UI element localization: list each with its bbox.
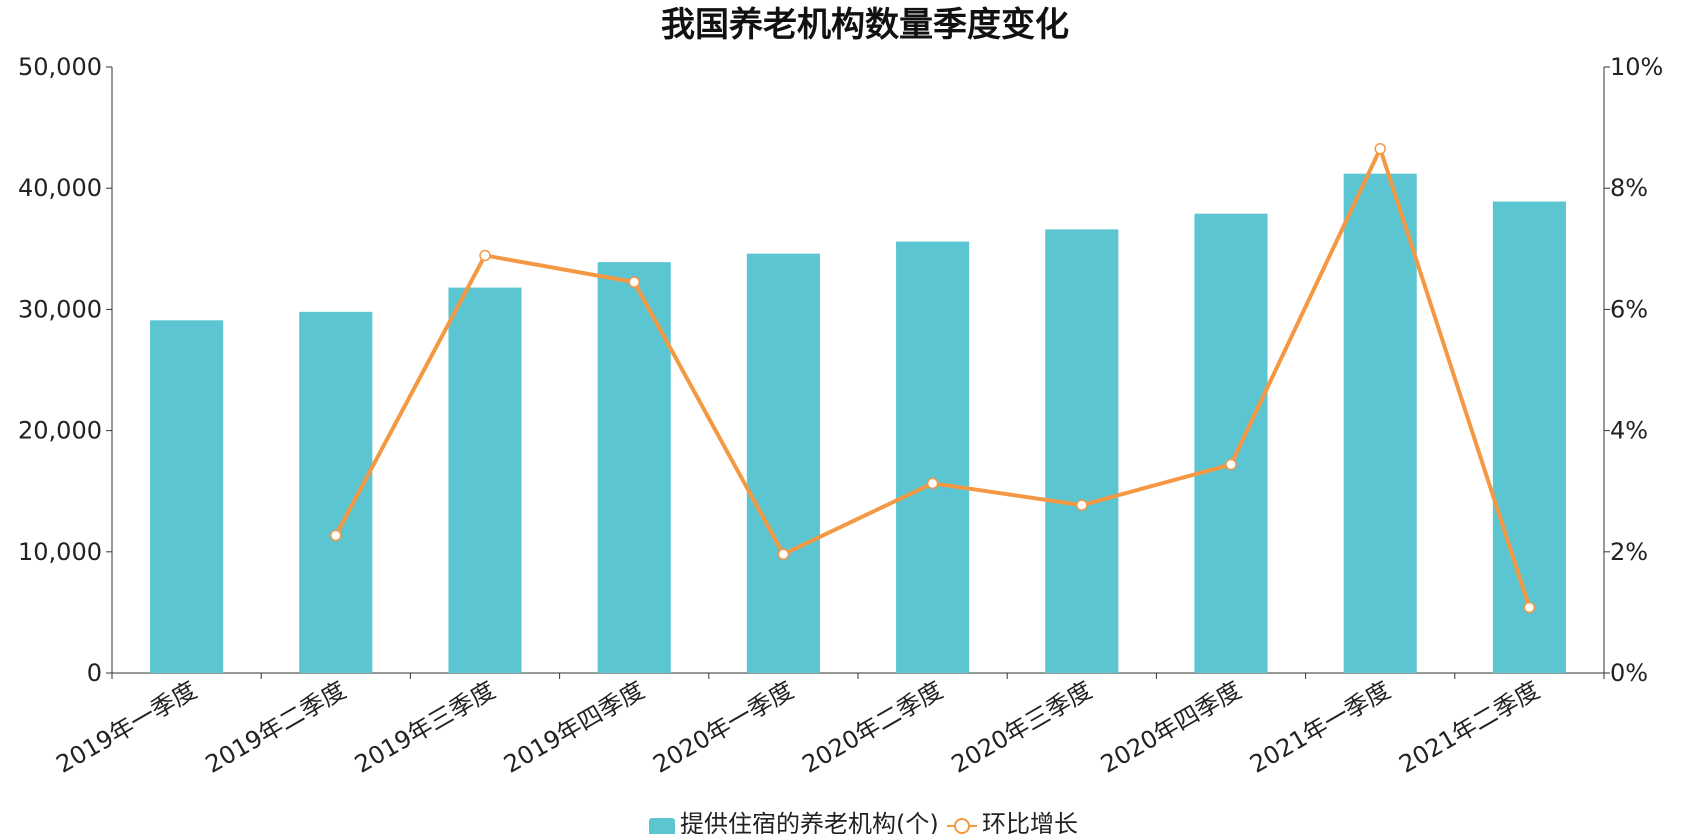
- bar: [597, 262, 671, 673]
- legend-line-label: 环比增长: [982, 810, 1078, 834]
- y-left-tick-label: 30,000: [18, 295, 102, 323]
- bar-series: [150, 173, 1566, 674]
- chart-title: 我国养老机构数量季度变化: [661, 5, 1069, 45]
- x-tick-label: 2021年二季度: [1394, 676, 1544, 779]
- y-right-tick-label: 6%: [1610, 295, 1648, 323]
- y-left-tick-label: 20,000: [18, 417, 102, 445]
- bar: [1045, 229, 1119, 673]
- line-point: [628, 276, 640, 288]
- bar: [1343, 173, 1417, 673]
- bar: [1194, 213, 1268, 674]
- line-point: [1076, 499, 1088, 511]
- x-tick-label: 2019年一季度: [52, 676, 202, 779]
- y-left-tick-label: 10,000: [18, 538, 102, 566]
- line-point: [777, 548, 790, 560]
- x-tick-label: 2019年三季度: [350, 676, 500, 779]
- y-left-tick-label: 0: [87, 659, 102, 687]
- legend: 提供住宿的养老机构(个) 环比增长: [649, 810, 1078, 834]
- line-point: [1523, 601, 1536, 614]
- x-tick-label: 2020年四季度: [1096, 676, 1246, 779]
- legend-line-marker: [954, 818, 970, 834]
- line-point: [1374, 143, 1386, 155]
- y-right-tick-label: 0%: [1610, 659, 1648, 687]
- y-right-tick-label: 2%: [1610, 538, 1648, 566]
- y-left-tick-label: 50,000: [18, 53, 102, 81]
- line-point: [1225, 458, 1237, 471]
- bar: [896, 241, 970, 673]
- bar: [1492, 201, 1566, 674]
- y-left-tick-label: 40,000: [18, 174, 102, 202]
- line-point: [479, 249, 491, 262]
- legend-bar-label: 提供住宿的养老机构(个): [680, 810, 939, 834]
- legend-bar-swatch: [649, 818, 675, 834]
- bar: [299, 311, 373, 673]
- bar: [150, 320, 224, 673]
- y-right-tick-label: 4%: [1610, 417, 1648, 445]
- line-series: [330, 143, 1536, 614]
- y-right-tick-label: 8%: [1610, 174, 1648, 202]
- x-tick-label: 2019年二季度: [201, 676, 351, 779]
- y-right-tick-label: 10%: [1610, 53, 1663, 81]
- x-tick-label: 2020年二季度: [798, 676, 948, 779]
- x-tick-label: 2021年一季度: [1245, 676, 1395, 779]
- line-point: [330, 529, 342, 542]
- x-tick-label: 2020年一季度: [648, 676, 798, 779]
- x-tick-label: 2020年三季度: [947, 676, 1097, 779]
- bar: [448, 287, 522, 673]
- bar: [746, 253, 820, 673]
- line-point: [926, 477, 939, 490]
- x-tick-label: 2019年四季度: [499, 676, 649, 779]
